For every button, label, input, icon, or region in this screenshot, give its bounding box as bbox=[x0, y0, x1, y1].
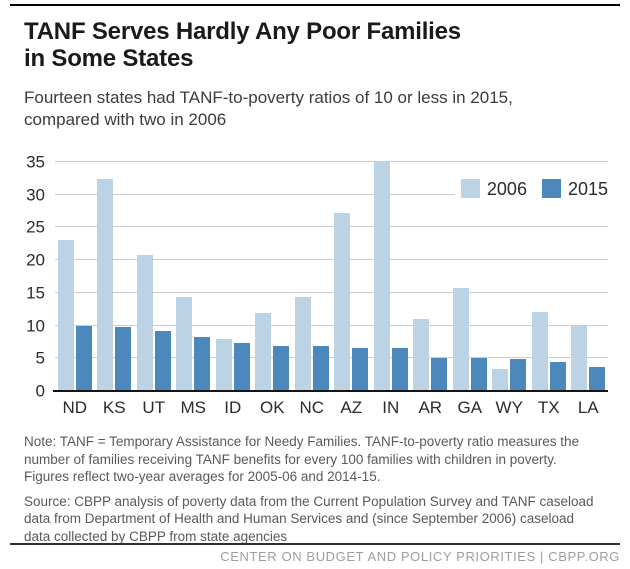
chart-legend: 2006 2015 bbox=[454, 178, 608, 199]
bar-2015-KS bbox=[115, 326, 132, 391]
x-tick-label-GA: GA bbox=[457, 398, 483, 417]
x-tick-label-ND: ND bbox=[62, 398, 88, 417]
bar-2015-GA bbox=[470, 358, 487, 391]
x-tick-label-LA: LA bbox=[577, 398, 599, 417]
x-tick-label-TX: TX bbox=[537, 398, 560, 417]
y-tick-label-15: 15 bbox=[26, 283, 45, 303]
x-tick-label-UT: UT bbox=[142, 398, 166, 417]
bar-group-WY bbox=[490, 358, 530, 391]
x-tick-label-WY: WY bbox=[495, 398, 523, 417]
bar-2006-WY bbox=[492, 368, 509, 391]
bar-group-KS bbox=[95, 179, 135, 391]
bar-2015-UT bbox=[154, 331, 171, 391]
bar-2006-OK bbox=[255, 313, 272, 391]
bar-2006-UT bbox=[136, 254, 153, 391]
x-axis-baseline bbox=[53, 390, 608, 392]
bar-group-OK bbox=[253, 313, 293, 391]
x-tick-label-AR: AR bbox=[418, 398, 443, 417]
x-tick-label-AZ: AZ bbox=[340, 398, 363, 417]
bar-group-LA bbox=[569, 324, 609, 391]
y-tick-label-10: 10 bbox=[26, 316, 45, 336]
y-tick-label-35: 35 bbox=[26, 152, 45, 172]
bar-2006-IN bbox=[373, 162, 390, 391]
bar-2015-IN bbox=[391, 348, 408, 391]
bar-2015-ND bbox=[75, 325, 92, 391]
gridline-30 bbox=[55, 193, 608, 195]
bar-2006-GA bbox=[452, 287, 469, 391]
bar-2006-ND bbox=[57, 239, 74, 391]
bar-2015-OK bbox=[273, 345, 290, 391]
legend-swatch-2015 bbox=[541, 179, 561, 198]
bar-group-ID bbox=[213, 338, 253, 391]
plot-area: 2006 2015 bbox=[53, 161, 608, 392]
bar-2015-MS bbox=[194, 337, 211, 391]
x-tick-label-NC: NC bbox=[299, 398, 325, 417]
bar-group-MS bbox=[174, 297, 214, 391]
chart-subtitle: Fourteen states had TANF-to-poverty rati… bbox=[24, 88, 513, 129]
gridline-10 bbox=[55, 324, 608, 326]
bar-2015-NC bbox=[312, 345, 329, 391]
bar-2006-MS bbox=[176, 297, 193, 391]
bar-2015-LA bbox=[589, 367, 606, 391]
footer-credit: CENTER ON BUDGET AND POLICY PRIORITIES |… bbox=[220, 549, 620, 564]
bar-2006-AZ bbox=[334, 213, 351, 391]
bar-2006-TX bbox=[531, 311, 548, 391]
top-rule bbox=[10, 4, 620, 6]
x-tick-label-ID: ID bbox=[224, 398, 242, 417]
bar-2015-AR bbox=[431, 357, 448, 391]
bar-2006-AR bbox=[413, 319, 430, 391]
bars-row bbox=[55, 162, 608, 391]
bar-2015-AZ bbox=[352, 348, 369, 391]
bar-chart: 0 5 10 15 20 25 30 35 2006 2015 ND KS UT MS ID OK NC A… bbox=[24, 154, 608, 419]
bar-2006-KS bbox=[97, 179, 114, 391]
bar-group-AZ bbox=[332, 213, 372, 391]
y-tick-label-5: 5 bbox=[35, 348, 45, 368]
x-tick-label-KS: KS bbox=[102, 398, 126, 417]
bar-2015-TX bbox=[549, 361, 566, 391]
bar-group-AR bbox=[411, 319, 451, 391]
source-text: Source: CBPP analysis of poverty data fr… bbox=[24, 493, 594, 544]
bar-2006-LA bbox=[571, 324, 588, 391]
bar-group-GA bbox=[450, 287, 490, 391]
bar-2006-ID bbox=[215, 338, 232, 391]
bar-group-ND bbox=[55, 239, 95, 391]
x-tick-label-IN: IN bbox=[382, 398, 400, 417]
y-tick-label-20: 20 bbox=[26, 250, 45, 270]
legend-label-2015: 2015 bbox=[567, 178, 608, 199]
x-tick-label-OK: OK bbox=[259, 398, 285, 417]
legend-item-2015: 2015 bbox=[541, 178, 608, 199]
y-tick-label-30: 30 bbox=[26, 185, 45, 205]
y-tick-label-0: 0 bbox=[35, 381, 45, 401]
x-axis-labels: ND KS UT MS ID OK NC AZ IN AR GA WY TX LA bbox=[55, 398, 608, 418]
note-text: Note: TANF = Temporary Assistance for Ne… bbox=[24, 434, 580, 484]
legend-item-2006: 2006 bbox=[460, 178, 527, 199]
legend-label-2006: 2006 bbox=[486, 178, 527, 199]
bar-2015-ID bbox=[233, 343, 250, 391]
bar-group-NC bbox=[292, 297, 332, 391]
plot-wrap: 2006 2015 ND KS UT MS ID OK NC AZ IN AR GA WY TX LA bbox=[53, 161, 608, 419]
y-tick-label-25: 25 bbox=[26, 217, 45, 237]
y-axis: 0 5 10 15 20 25 30 35 bbox=[24, 154, 55, 400]
gridline-15 bbox=[55, 291, 608, 293]
footer-rule bbox=[10, 543, 620, 545]
chart-title: TANF Serves Hardly Any Poor Families in … bbox=[24, 18, 461, 72]
bar-2006-NC bbox=[294, 297, 311, 391]
bar-group-UT bbox=[134, 254, 174, 391]
bar-group-TX bbox=[529, 311, 569, 391]
gridline-20 bbox=[55, 259, 608, 261]
gridline-25 bbox=[55, 226, 608, 228]
bar-2015-WY bbox=[510, 358, 527, 391]
x-tick-label-MS: MS bbox=[180, 398, 207, 417]
gridline-35 bbox=[55, 161, 608, 162]
gridline-5 bbox=[55, 357, 608, 359]
bar-group-IN bbox=[371, 162, 411, 391]
legend-swatch-2006 bbox=[460, 179, 480, 198]
